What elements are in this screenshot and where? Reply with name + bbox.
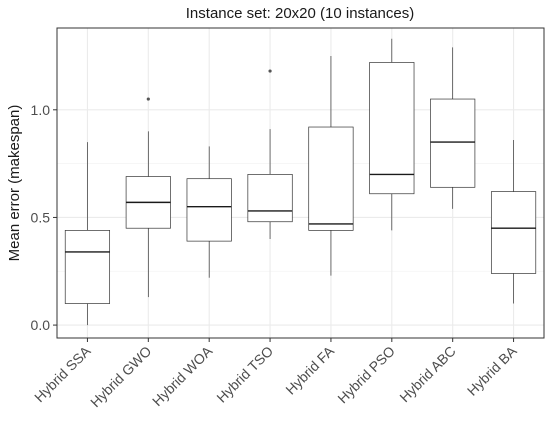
x-tick-label: Hybrid SSA [31,342,94,405]
box-hybrid-abc [430,47,476,209]
x-tick-label: Hybrid BA [464,342,520,398]
iqr-box [490,191,537,274]
y-tick-label: 0.5 [31,209,51,225]
outlier-point [268,69,272,73]
box-hybrid-tso [247,69,293,239]
boxes [64,38,537,326]
outlier-point [146,97,150,101]
box-hybrid-fa [308,55,354,276]
chart-title: Instance set: 20x20 (10 instances) [186,5,414,22]
iqr-box [369,62,415,195]
iqr-box [308,126,354,231]
box-hybrid-ssa [64,142,111,326]
box-hybrid-woa [186,146,232,278]
iqr-box [64,230,111,304]
iqr-box [186,178,232,242]
x-tick-label: Hybrid FA [282,342,337,397]
x-tick-label: Hybrid TSO [213,343,276,406]
y-tick-label: 0.0 [31,317,51,333]
plot-panel [56,27,545,339]
y-tick-label: 1.0 [31,102,51,118]
box-hybrid-pso [369,38,415,231]
iqr-box [247,174,293,223]
x-tick-label: Hybrid GWO [87,343,154,410]
box-hybrid-ba [490,139,537,304]
x-tick-label: Hybrid ABC [396,343,458,405]
x-tick-label: Hybrid WOA [149,342,216,409]
iqr-box [430,98,476,188]
x-tick-label: Hybrid PSO [334,343,398,407]
y-axis-label: Mean error (makespan) [6,105,23,262]
box-hybrid-gwo [125,97,171,298]
